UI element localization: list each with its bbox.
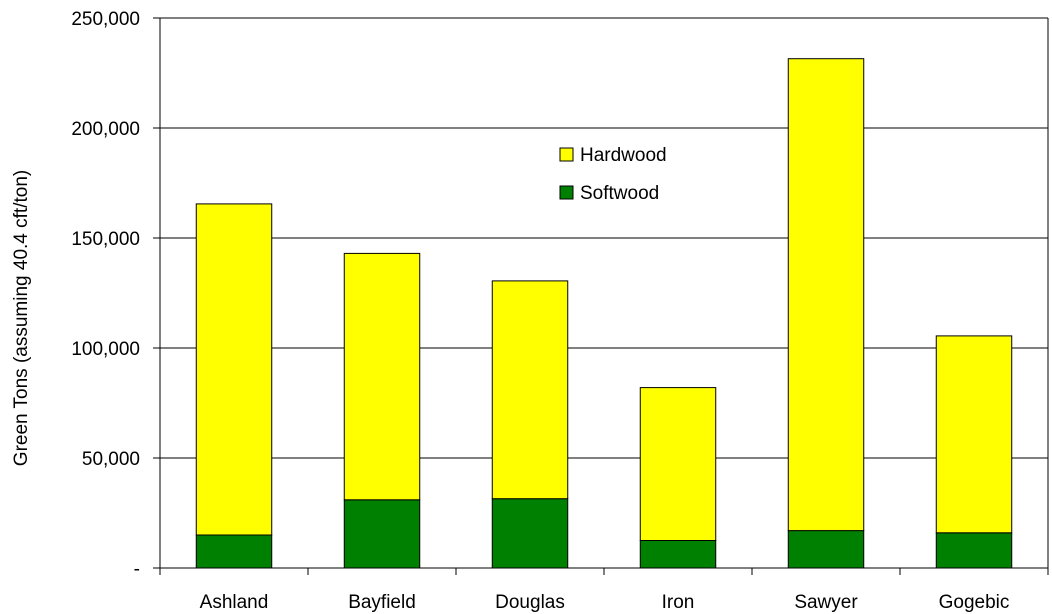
bar-hardwood-douglas [491, 280, 569, 500]
x-tick-label: Iron [662, 592, 695, 613]
y-tick-label: 100,000 [71, 339, 140, 360]
legend-label-hardwood: Hardwood [580, 145, 667, 166]
legend: Hardwood Softwood [559, 145, 667, 204]
y-tick-label: 200,000 [71, 119, 140, 140]
bar-hardwood-gogebic [935, 335, 1013, 534]
bar-hardwood-iron [639, 387, 717, 541]
axes: - 50,000 100,000 150,000 200,000 250,000 Ashla… [71, 9, 1049, 613]
x-tick-label: Gogebic [939, 592, 1010, 613]
legend-swatch-softwood [559, 185, 574, 200]
bar-hardwood-ashland [195, 203, 273, 536]
bar-softwood-douglas [491, 498, 569, 569]
x-tick-label: Ashland [200, 592, 269, 613]
y-tick-label: 250,000 [71, 9, 140, 30]
bar-softwood-bayfield [343, 499, 421, 569]
x-tick-label: Douglas [495, 592, 565, 613]
x-tick-label: Sawyer [794, 592, 858, 613]
legend-label-softwood: Softwood [580, 183, 659, 204]
y-tick-label: - [134, 559, 140, 580]
bar-softwood-sawyer [787, 530, 865, 569]
bar-hardwood-sawyer [787, 58, 865, 532]
gridlines [160, 17, 1049, 568]
bar-softwood-iron [639, 540, 717, 569]
bar-softwood-gogebic [935, 532, 1013, 569]
bar-hardwood-bayfield [343, 252, 421, 501]
bars [195, 58, 1013, 569]
y-axis-title: Green Tons (assuming 40.4 cft/ton) [11, 170, 32, 466]
y-tick-label: 150,000 [71, 229, 140, 250]
y-tick-label: 50,000 [82, 449, 140, 470]
legend-swatch-hardwood [559, 147, 574, 162]
x-tick-label: Bayfield [348, 592, 416, 613]
bar-softwood-ashland [195, 534, 273, 569]
